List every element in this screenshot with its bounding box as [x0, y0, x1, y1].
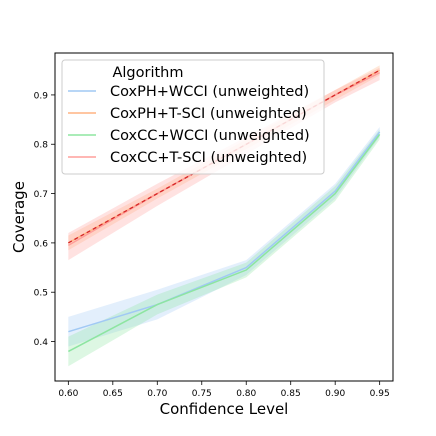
series-3-line	[67, 133, 381, 353]
y-tick-label: 0.7	[34, 190, 48, 200]
plot-frame	[54, 52, 394, 382]
legend-label-1: CoxPH+WCCI (unweighted)	[110, 84, 309, 100]
y-tick-label: 0.9	[34, 91, 49, 101]
y-axis: 0.4 0.5 0.6 0.7 0.8 0.9	[34, 91, 55, 348]
series-1-band	[68, 126, 380, 347]
x-tick-label: 0.65	[103, 389, 123, 399]
legend-box	[61, 59, 325, 175]
y-tick-label: 0.8	[34, 141, 49, 151]
legend-label-4: CoxCC+T-SCI (unweighted)	[110, 150, 307, 166]
y-tick-label: 0.6	[34, 239, 49, 249]
x-axis: 0.60 0.65 0.70 0.75 0.80 0.85 0.90 0.95	[58, 381, 390, 399]
legend-items: CoxPH+WCCI (unweighted) CoxPH+T-SCI (unwe…	[68, 84, 310, 166]
x-tick-label: 0.60	[58, 389, 78, 399]
x-tick-label: 0.90	[325, 389, 345, 399]
y-tick-label: 0.4	[34, 338, 49, 348]
series-3-band	[68, 129, 380, 367]
x-axis-label: Confidence Level	[160, 400, 289, 418]
x-tick-label: 0.80	[236, 389, 256, 399]
y-tick-label: 0.5	[34, 289, 48, 299]
x-tick-label: 0.70	[147, 389, 167, 399]
x-tick-label: 0.95	[370, 389, 390, 399]
legend-title: Algorithm	[112, 65, 183, 81]
x-tick-label: 0.75	[192, 389, 212, 399]
legend: Algorithm CoxPH+WCCI (unweighted) CoxPH+T…	[61, 59, 325, 175]
x-tick-label: 0.85	[281, 389, 301, 399]
y-axis-label: Coverage	[10, 181, 28, 253]
series-1-line	[68, 131, 381, 333]
legend-label-2: CoxPH+T-SCI (unweighted)	[110, 106, 307, 122]
legend-label-3: CoxCC+WCCI (unweighted)	[110, 128, 310, 144]
